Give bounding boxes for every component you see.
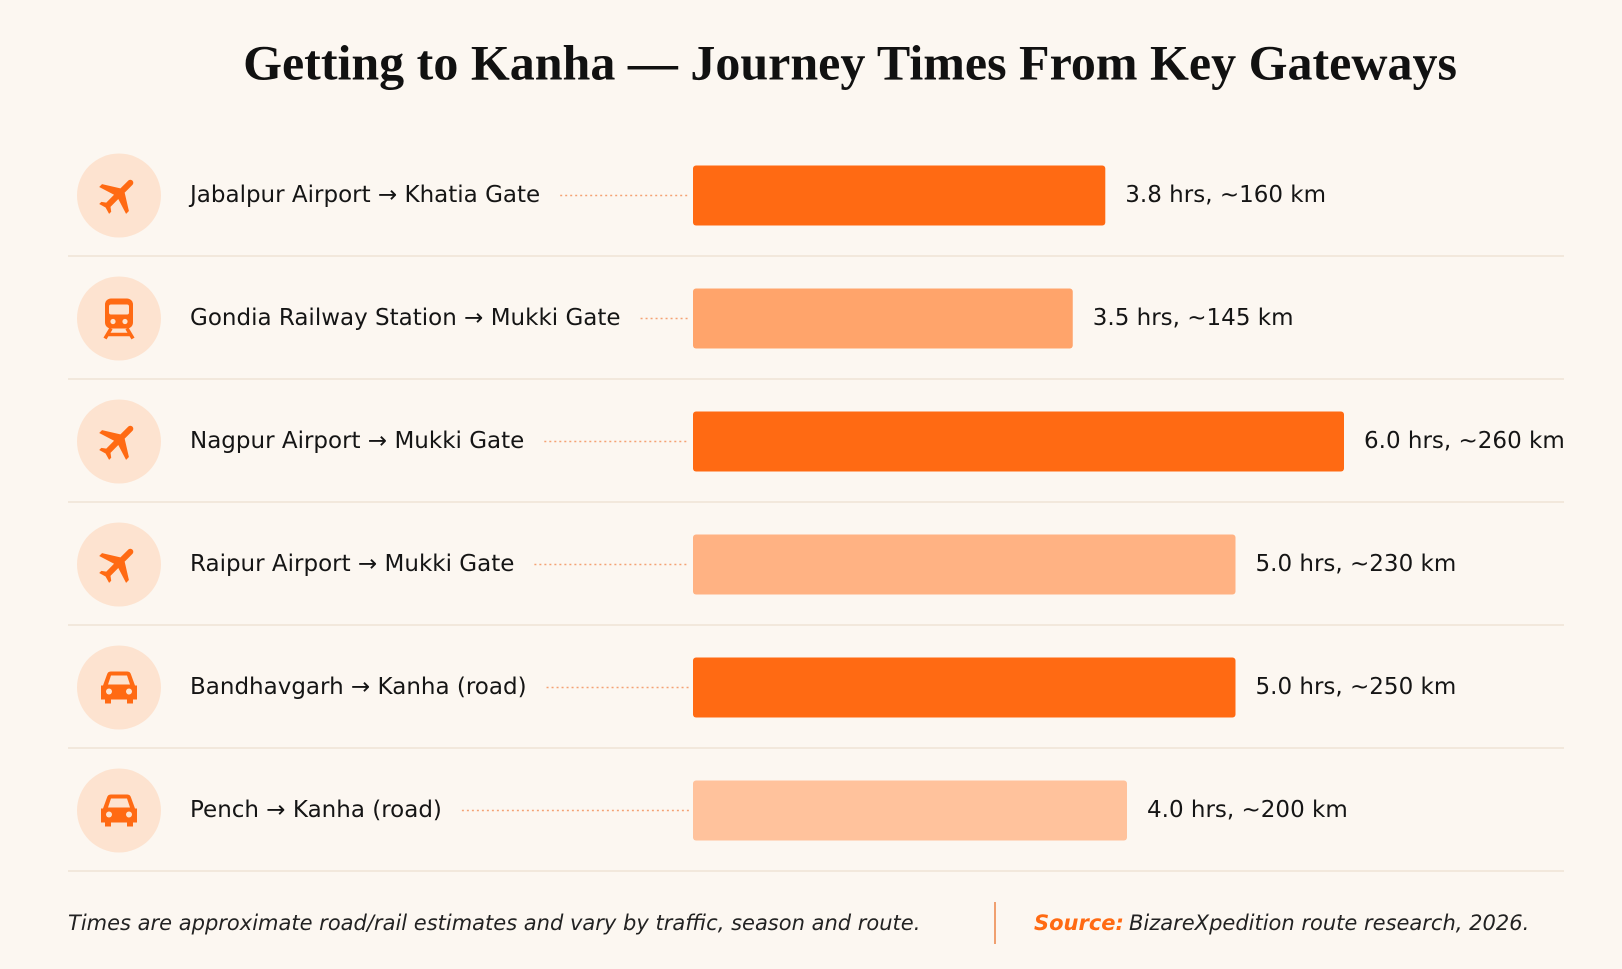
car-window — [108, 675, 130, 685]
source-label: Source: — [1034, 911, 1124, 935]
icon — [101, 794, 137, 827]
plane-icon — [99, 548, 134, 583]
car-light — [126, 811, 132, 818]
value-label: 3.5 hrs, ~145 km — [1093, 305, 1294, 331]
source: BizareXpedition route research, 2026. — [1129, 911, 1529, 935]
car-light — [106, 811, 112, 818]
bar — [693, 411, 1344, 472]
plane-icon — [99, 425, 134, 460]
category-label: Raipur Airport → Mukki Gate — [190, 551, 514, 577]
bar — [693, 165, 1106, 226]
bar — [693, 657, 1236, 718]
icon — [101, 671, 137, 704]
footnote: Times are approximate road/rail estimate… — [68, 911, 920, 935]
car-window — [108, 798, 130, 808]
category-label: Nagpur Airport → Mukki Gate — [190, 428, 524, 454]
value-label: 4.0 hrs, ~200 km — [1147, 797, 1348, 823]
category-label: Pench → Kanha (road) — [190, 797, 442, 823]
value-label: 6.0 hrs, ~260 km — [1364, 428, 1565, 454]
bar — [693, 288, 1073, 349]
value-label: 3.8 hrs, ~160 km — [1125, 182, 1326, 208]
category-label: Jabalpur Airport → Khatia Gate — [188, 182, 540, 208]
car-light — [106, 688, 112, 695]
category-label: Gondia Railway Station → Mukki Gate — [190, 305, 621, 331]
icon — [99, 425, 134, 460]
plane-icon — [99, 179, 134, 214]
value-label: 5.0 hrs, ~230 km — [1256, 551, 1457, 577]
car-light — [126, 688, 132, 695]
icon — [99, 179, 134, 214]
train-light — [122, 318, 128, 325]
chart-title: Getting to Kanha — Journey Times From Ke… — [243, 34, 1457, 90]
train-window — [109, 304, 129, 315]
bar — [693, 534, 1236, 595]
category-label: Bandhavgarh → Kanha (road) — [190, 674, 527, 700]
icon — [99, 548, 134, 583]
bar — [693, 780, 1127, 841]
train-legs — [103, 327, 135, 340]
train-light — [110, 318, 116, 325]
icon — [103, 298, 135, 340]
value-label: 5.0 hrs, ~250 km — [1256, 674, 1457, 700]
